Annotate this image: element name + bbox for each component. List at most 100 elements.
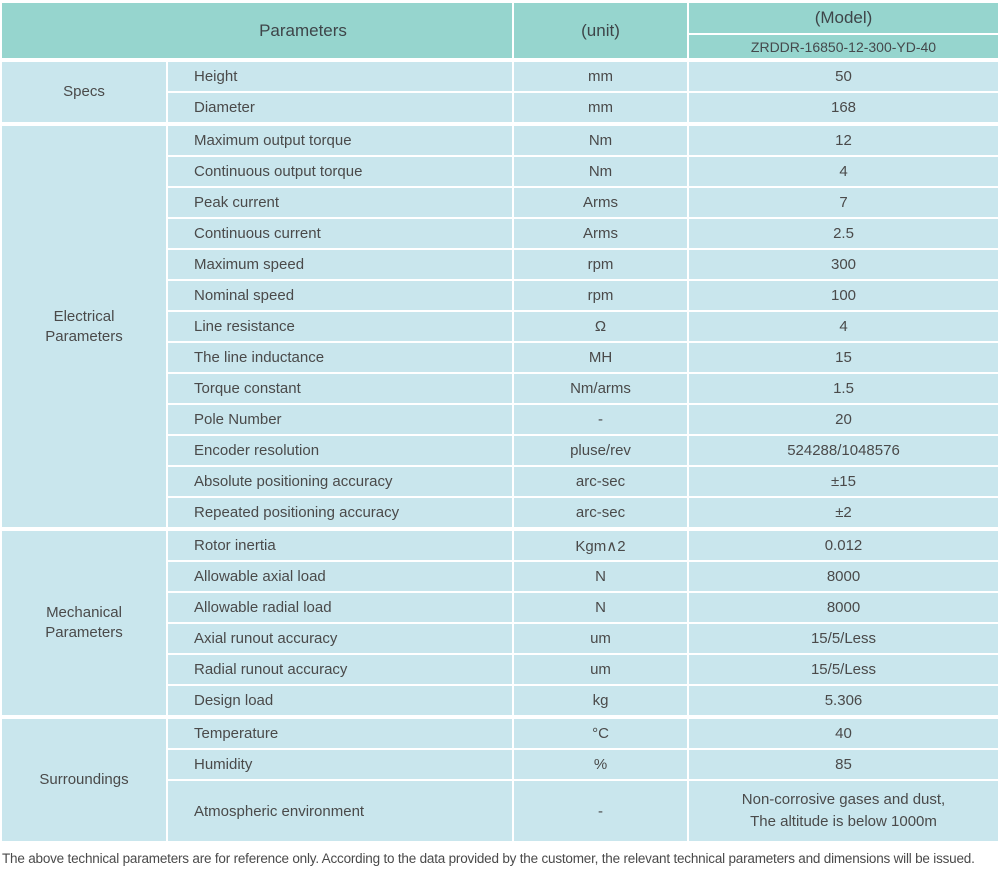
parameter-value: 7	[689, 188, 998, 217]
column-header-parameters: Parameters	[2, 3, 512, 58]
parameter-value: Non-corrosive gases and dust, The altitu…	[689, 781, 998, 841]
section-label-surroundings: Surroundings	[2, 717, 166, 841]
parameter-name: Axial runout accuracy	[168, 624, 512, 653]
parameter-value: ±2	[689, 498, 998, 527]
table-row: Encoder resolution pluse/rev 524288/104857…	[2, 436, 998, 465]
parameter-name: Rotor inertia	[168, 529, 512, 560]
parameter-value: 15	[689, 343, 998, 372]
unit-value: Arms	[514, 188, 687, 217]
unit-value: kg	[514, 686, 687, 715]
parameter-name: Continuous current	[168, 219, 512, 248]
parameter-name: Nominal speed	[168, 281, 512, 310]
unit-value: %	[514, 750, 687, 779]
parameter-name: Temperature	[168, 717, 512, 748]
header-row: Parameters (unit) (Model)	[2, 3, 998, 58]
parameter-name: Allowable radial load	[168, 593, 512, 622]
table-row: Maximum speed rpm 300	[2, 250, 998, 279]
parameter-value: 5.306	[689, 686, 998, 715]
table-row: Atmospheric environment - Non-corrosive ga…	[2, 781, 998, 841]
unit-value: MH	[514, 343, 687, 372]
section-label-mechanical: Mechanical Parameters	[2, 529, 166, 715]
parameter-value: 50	[689, 60, 998, 91]
parameter-name: Absolute positioning accuracy	[168, 467, 512, 496]
parameter-name: Maximum speed	[168, 250, 512, 279]
table-row: Peak current Arms 7	[2, 188, 998, 217]
parameter-value: 1.5	[689, 374, 998, 403]
table-row: Pole Number -20	[2, 405, 998, 434]
parameter-name: Continuous output torque	[168, 157, 512, 186]
parameter-value: 100	[689, 281, 998, 310]
unit-value: °C	[514, 717, 687, 748]
parameter-value: 20	[689, 405, 998, 434]
unit-value: Nm	[514, 124, 687, 155]
parameter-value: 0.012	[689, 529, 998, 560]
unit-value: -	[514, 405, 687, 434]
parameter-name: Pole Number	[168, 405, 512, 434]
parameter-value: 85	[689, 750, 998, 779]
parameter-name: Radial runout accuracy	[168, 655, 512, 684]
table-row: Axial runout accuracy um 15/5/Less	[2, 624, 998, 653]
section-label-text: Electrical Parameters	[45, 307, 123, 345]
section-label-text: Mechanical Parameters	[45, 604, 123, 641]
parameter-name: Allowable axial load	[168, 562, 512, 591]
unit-value: N	[514, 562, 687, 591]
table-row: Allowable axial load N 8000	[2, 562, 998, 591]
unit-value: Kgm∧2	[514, 529, 687, 560]
table-row: Electrical Parameters Maximum output torq…	[2, 124, 998, 527]
table-row: Repeated positioning accuracy arc-sec ±2	[2, 498, 998, 527]
unit-value: pluse/rev	[514, 436, 687, 465]
column-header-model: (Model)	[689, 3, 998, 33]
table-row: Allowable radial load N 8000	[2, 593, 998, 622]
unit-value: mm	[514, 93, 687, 122]
table-row: Absolute positioning accuracy arc-sec ±15	[2, 467, 998, 496]
parameter-name: Maximum output torque	[168, 124, 512, 155]
unit-value: um	[514, 624, 687, 653]
spec-table: Parameters (unit) (Model) ZRDDR-16850-12…	[0, 1, 1000, 843]
unit-value: -	[514, 781, 687, 841]
parameter-value: 524288/1048576	[689, 436, 998, 465]
table-row: Mechanical Parameters Rotor inertia Kgm∧2 0…	[2, 529, 998, 715]
parameter-value: 8000	[689, 593, 998, 622]
parameter-name: Encoder resolution	[168, 436, 512, 465]
section-label-text: Specs	[63, 83, 105, 101]
parameter-value: 8000	[689, 562, 998, 591]
table-row: Continuous current Arms 2.5	[2, 219, 998, 248]
unit-value: N	[514, 593, 687, 622]
unit-value: Nm	[514, 157, 687, 186]
table-row: Continuous output torque Nm 4	[2, 157, 998, 186]
parameter-name: Torque constant	[168, 374, 512, 403]
parameter-value: 12	[689, 124, 998, 155]
section-label-specs: Specs	[2, 60, 166, 122]
unit-value: arc-sec	[514, 467, 687, 496]
parameter-name: Peak current	[168, 188, 512, 217]
parameter-value: ±15	[689, 467, 998, 496]
column-header-unit: (unit)	[514, 3, 687, 58]
parameter-value: 4	[689, 157, 998, 186]
unit-value: rpm	[514, 250, 687, 279]
parameter-name: Diameter	[168, 93, 512, 122]
model-number: ZRDDR-16850-12-300-YD-40	[689, 35, 998, 58]
parameter-name: Line resistance	[168, 312, 512, 341]
table-row: Design load kg 5.306	[2, 686, 998, 715]
table-row: Nominal speed rpm 100	[2, 281, 998, 310]
unit-value: arc-sec	[514, 498, 687, 527]
section-label-electrical: Electrical Parameters	[2, 124, 166, 527]
parameter-value: 4	[689, 312, 998, 341]
parameter-name: Design load	[168, 686, 512, 715]
parameter-name: Height	[168, 60, 512, 91]
parameter-name: Atmospheric environment	[168, 781, 512, 841]
table-row: Specs Height mm 50	[2, 60, 998, 122]
unit-value: Ω	[514, 312, 687, 341]
table-row: Radial runout accuracy um 15/5/Less	[2, 655, 998, 684]
parameter-value: 15/5/Less	[689, 655, 998, 684]
section-label-text: Surroundings	[39, 771, 129, 789]
table-row: Humidity% 85	[2, 750, 998, 779]
unit-value: rpm	[514, 281, 687, 310]
unit-value: mm	[514, 60, 687, 91]
unit-value: um	[514, 655, 687, 684]
parameter-name: Repeated positioning accuracy	[168, 498, 512, 527]
table-row: Torque constant Nm/arms 1.5	[2, 374, 998, 403]
unit-value: Nm/arms	[514, 374, 687, 403]
table-row: Diameter mm 168	[2, 93, 998, 122]
